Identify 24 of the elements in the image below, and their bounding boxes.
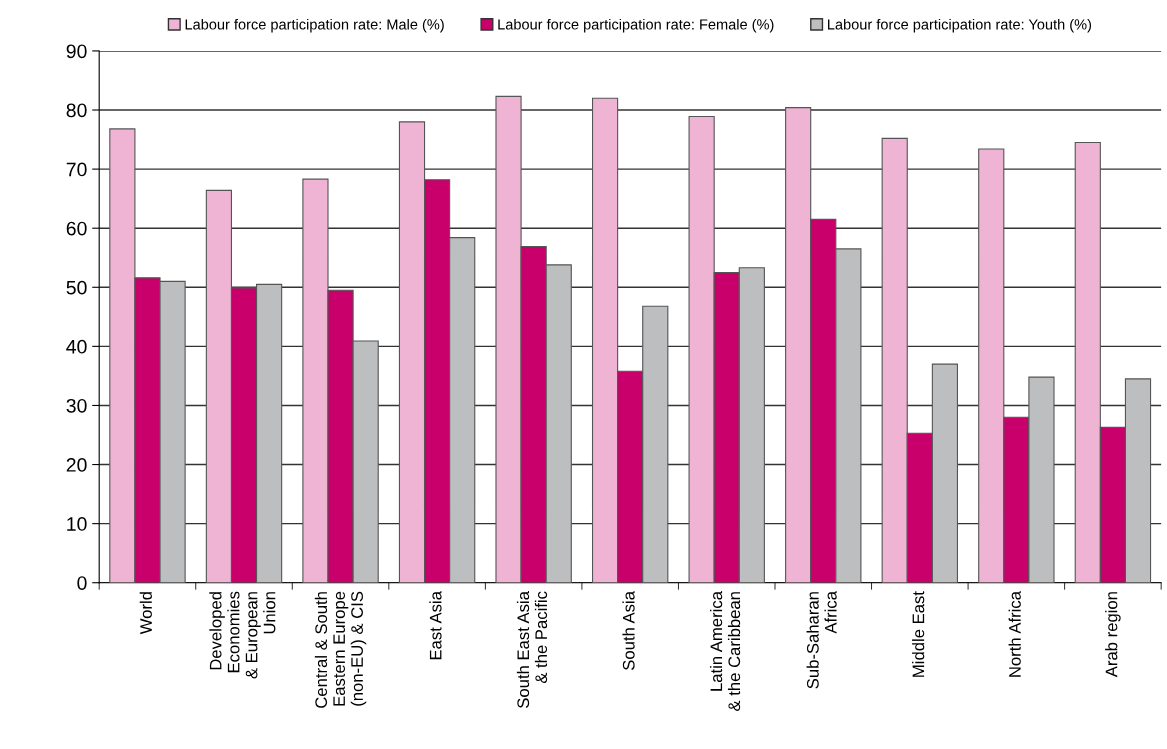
y-tick-label: 20 <box>66 458 87 472</box>
legend-label: Labour force participation rate: Female (%) <box>498 18 774 33</box>
y-tick-label: 80 <box>66 103 87 118</box>
x-tick-label: East Asia <box>429 591 442 660</box>
y-tick-label: 60 <box>66 221 87 236</box>
x-tick-label: Latin America & the Caribbean <box>709 591 741 711</box>
y-tick-label: 70 <box>66 162 87 177</box>
x-tick-label: South East Asia & the Pacific <box>516 591 548 708</box>
legend-label: Labour force participation rate: Male (%) <box>185 18 444 33</box>
y-tick-label: 0 <box>77 576 87 590</box>
x-tick-label: World <box>139 592 152 635</box>
x-tick-label: Sub-Saharan Africa <box>806 591 837 689</box>
x-tick-label: Central & South Eastern Europe (non-EU) & CIS <box>314 591 367 708</box>
y-tick-label: 40 <box>66 339 87 354</box>
y-tick-label: 30 <box>66 398 87 413</box>
y-tick-label: 90 <box>66 44 87 59</box>
x-tick-label: South Asia <box>622 591 635 670</box>
x-tick-label: Middle East <box>912 591 925 677</box>
y-tick-label: 50 <box>66 280 87 295</box>
legend-label: Labour force participation rate: Youth (%) <box>828 18 1092 33</box>
x-tick-label: North Africa <box>1008 591 1021 677</box>
x-tick-label: Arab region <box>1105 592 1121 678</box>
x-tick-label: Developed Economies & European Union <box>209 591 276 679</box>
y-tick-label: 10 <box>67 517 87 531</box>
